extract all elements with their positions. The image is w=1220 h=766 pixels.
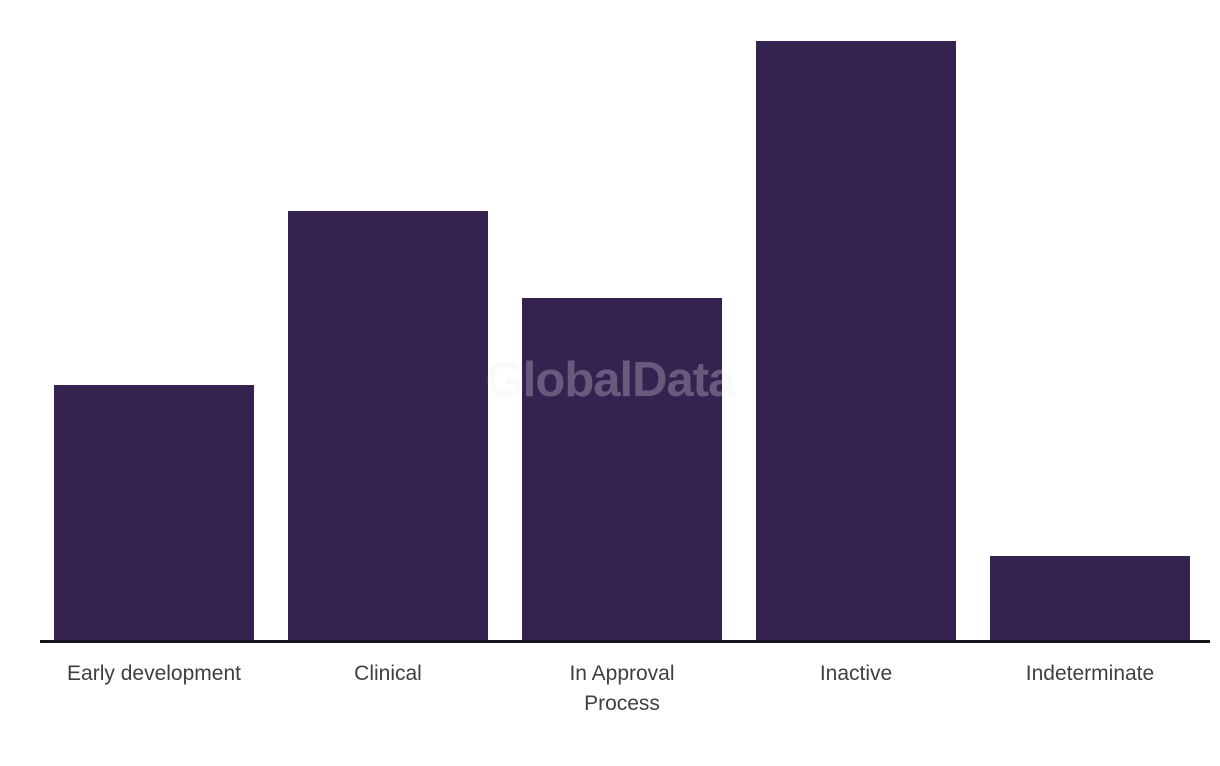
x-axis-line <box>40 640 1210 643</box>
x-axis-tick-label: In Approval Process <box>569 662 675 715</box>
x-axis-tick-label: Inactive <box>819 662 893 685</box>
bar <box>522 298 722 641</box>
x-axis-tick-label: Early development <box>67 662 241 685</box>
bar <box>54 385 254 641</box>
bar <box>288 211 488 641</box>
bar <box>990 556 1190 641</box>
x-axis-tick-label: Clinical <box>354 662 422 685</box>
x-axis-tick-label: Indeterminate <box>1025 662 1155 685</box>
bar <box>756 41 956 641</box>
